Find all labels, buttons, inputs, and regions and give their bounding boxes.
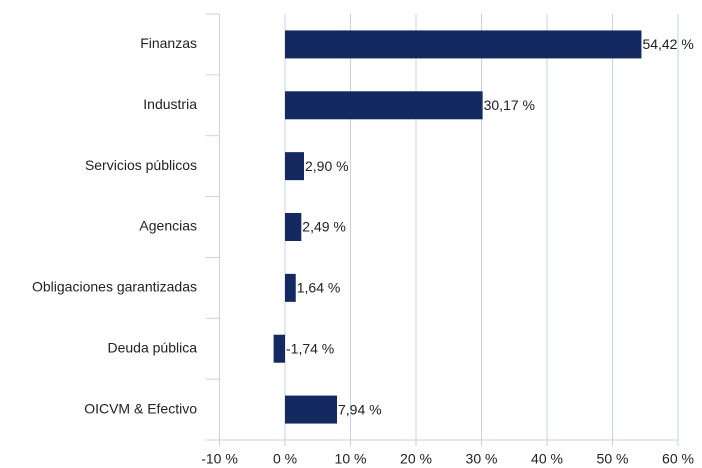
y-tick-label: Finanzas: [140, 35, 197, 51]
value-label: 54,42 %: [642, 36, 693, 52]
y-tick-label: OICVM & Efectivo: [84, 400, 197, 416]
x-tick-label: 30 %: [466, 451, 498, 467]
value-label: 2,49 %: [302, 219, 346, 235]
x-tick-label: 40 %: [531, 451, 563, 467]
bar: [285, 30, 642, 59]
bar: [273, 334, 285, 363]
x-tick-label: 50 %: [597, 451, 629, 467]
y-tick-label: Industria: [143, 96, 197, 112]
value-label: 7,94 %: [338, 401, 382, 417]
x-tick-label: 60 %: [662, 451, 694, 467]
bar: [285, 273, 296, 302]
x-tick-label: 10 %: [335, 451, 367, 467]
y-tick-label: Agencias: [139, 218, 197, 234]
x-tick-label: 0 %: [273, 451, 297, 467]
bar: [285, 395, 338, 424]
y-tick-label: Deuda pública: [107, 339, 197, 355]
y-tick-label: Obligaciones garantizadas: [32, 279, 197, 295]
bar: [285, 152, 304, 181]
y-tick-label: Servicios públicos: [85, 157, 197, 173]
bar: [285, 213, 302, 241]
value-label: 1,64 %: [297, 280, 341, 296]
x-tick-label: 20 %: [400, 451, 432, 467]
bar: [285, 91, 483, 120]
value-label: -1,74 %: [286, 340, 334, 356]
x-tick-label: -10 %: [201, 451, 238, 467]
value-label: 2,90 %: [305, 158, 349, 174]
value-label: 30,17 %: [484, 97, 535, 113]
